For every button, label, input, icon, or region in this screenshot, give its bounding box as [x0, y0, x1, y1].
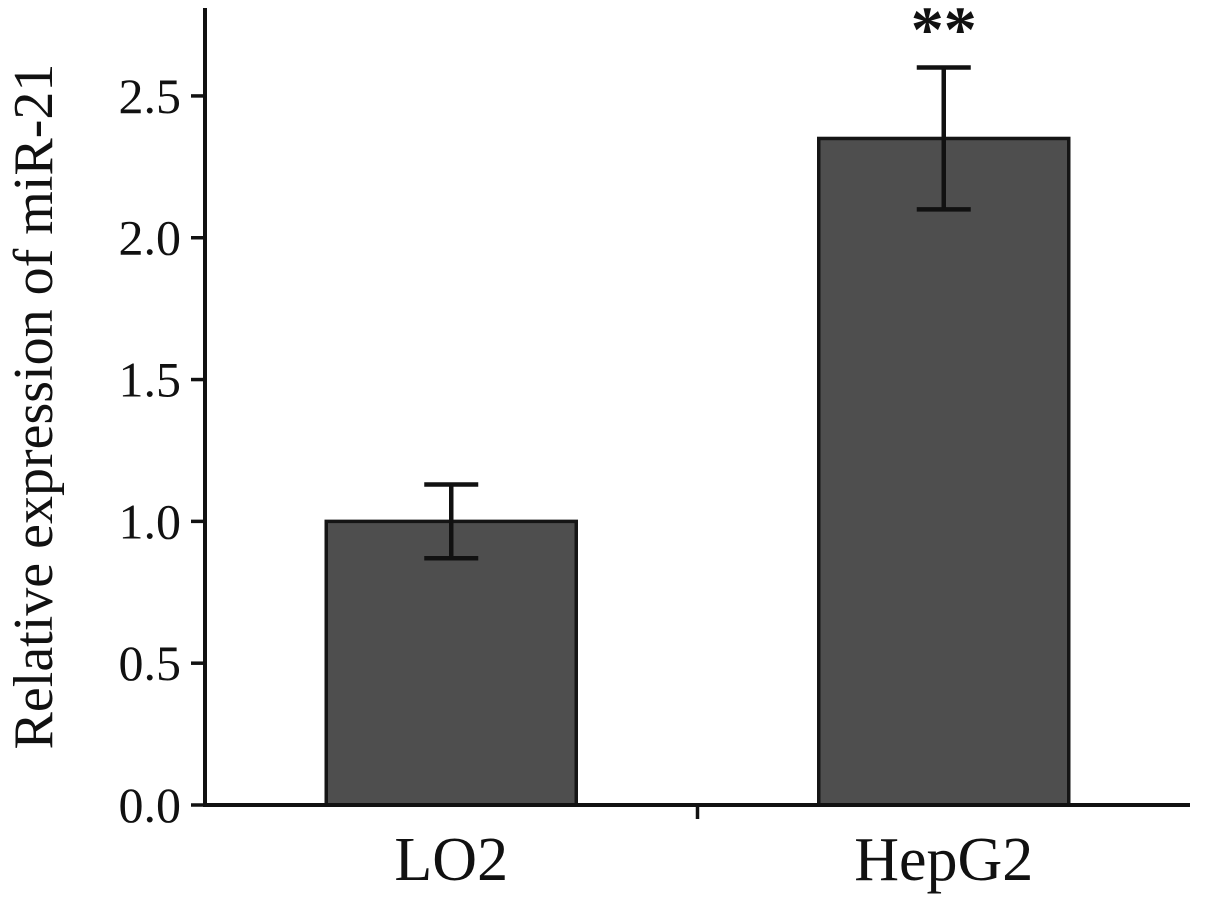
- bar-hepg2: [817, 136, 1071, 807]
- significance-annotation: **: [911, 0, 977, 67]
- y-tick-label: 0.0: [119, 777, 182, 833]
- y-axis-title: Relative expression of miR-21: [3, 64, 65, 750]
- y-tick-label: 0.5: [119, 635, 182, 691]
- x-category-label-hepg2: HepG2: [854, 826, 1033, 894]
- y-tick-label: 2.0: [119, 210, 182, 266]
- x-category-label-lo2: LO2: [394, 826, 508, 894]
- y-tick-label: 2.5: [119, 68, 182, 124]
- y-tick-label: 1.0: [119, 493, 182, 549]
- bar-lo2: [324, 519, 578, 807]
- error-bar-lo2: [424, 482, 479, 561]
- y-tick-label: 1.5: [119, 352, 182, 408]
- error-bar-hepg2: [916, 65, 971, 212]
